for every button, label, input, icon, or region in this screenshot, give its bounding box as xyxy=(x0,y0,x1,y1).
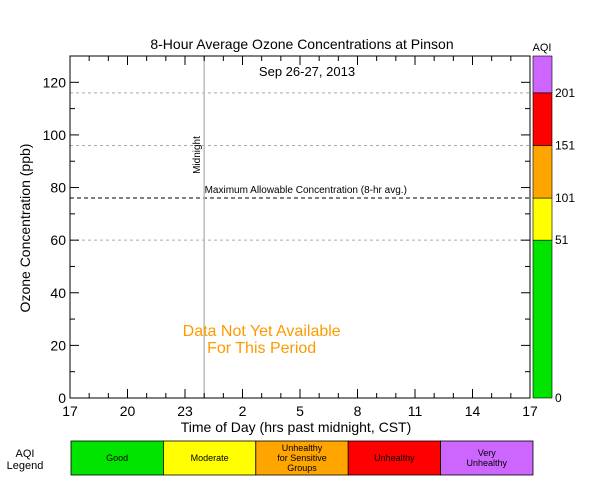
legend-label: Very xyxy=(478,448,497,458)
legend-title: AQI xyxy=(16,448,35,460)
legend-label: Groups xyxy=(287,463,317,473)
x-axis-label: Time of Day (hrs past midnight, CST) xyxy=(181,419,412,435)
aqi-band xyxy=(532,92,553,146)
aqi-band xyxy=(532,197,553,241)
y-tick-label: 120 xyxy=(43,74,67,90)
legend-label: Unhealthy xyxy=(374,453,415,463)
aqi-band xyxy=(532,55,553,94)
x-tick-label: 17 xyxy=(62,403,78,419)
legend-label: Unhealthy xyxy=(467,458,508,468)
aqi-bar-title: AQI xyxy=(533,42,552,54)
x-tick-label: 2 xyxy=(239,403,247,419)
aqi-band-label: 201 xyxy=(555,86,575,100)
y-axis-label: Ozone Concentration (ppb) xyxy=(17,144,33,313)
aqi-band-label: 51 xyxy=(555,233,569,247)
aqi-band-label: 151 xyxy=(555,138,575,152)
chart-subtitle: Sep 26-27, 2013 xyxy=(259,64,355,79)
x-tick-label: 17 xyxy=(522,403,538,419)
max-allowable-label: Maximum Allowable Concentration (8-hr av… xyxy=(205,185,407,196)
x-tick-label: 11 xyxy=(408,403,423,419)
legend-swatch xyxy=(440,440,534,476)
aqi-color-bar: 0 51 101 151 201 xyxy=(532,55,575,405)
y-tick-label: 0 xyxy=(58,390,66,406)
legend-label: for Sensitive xyxy=(277,453,327,463)
data-unavailable-note: Data Not Yet Available xyxy=(183,323,341,340)
legend-label: Moderate xyxy=(191,453,229,463)
y-tick-label: 40 xyxy=(50,285,66,301)
x-tick-label: 23 xyxy=(177,403,193,419)
y-tick-label: 80 xyxy=(50,180,66,196)
aqi-band-label: 0 xyxy=(555,391,562,405)
y-tick-label: 60 xyxy=(50,232,66,248)
legend-title: Legend xyxy=(7,460,44,472)
plot-area: Maximum Allowable Concentration (8-hr av… xyxy=(43,55,538,419)
x-tick-label: 14 xyxy=(465,403,481,419)
aqi-band xyxy=(532,239,553,399)
x-tick-label: 20 xyxy=(120,403,136,419)
x-tick-label: 8 xyxy=(354,403,362,419)
data-unavailable-note: For This Period xyxy=(207,340,316,357)
legend-label: Good xyxy=(106,453,128,463)
y-tick-label: 20 xyxy=(50,337,66,353)
y-tick-label: 100 xyxy=(43,127,67,143)
aqi-band-label: 101 xyxy=(555,191,575,205)
legend-label: Unhealthy xyxy=(282,443,323,453)
legend-swatch xyxy=(70,440,164,476)
chart-title: 8-Hour Average Ozone Concentrations at P… xyxy=(150,36,453,52)
aqi-band xyxy=(532,145,553,199)
x-tick-label: 5 xyxy=(296,403,304,419)
midnight-label: Midnight xyxy=(192,136,203,174)
legend-swatch xyxy=(347,440,442,476)
